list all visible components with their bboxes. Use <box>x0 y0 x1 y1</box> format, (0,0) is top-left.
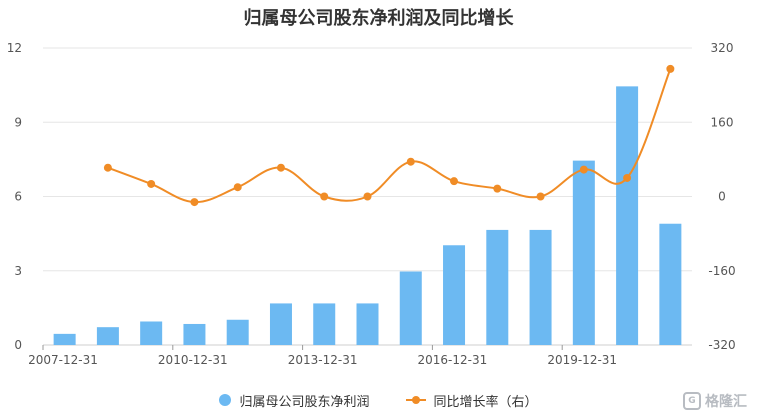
legend-bar-label: 归属母公司股东净利润 <box>239 394 370 410</box>
bar <box>443 245 466 345</box>
y-right-tick-label: -320 <box>708 338 735 352</box>
x-tick-label: 2013-12-31 <box>288 353 358 367</box>
growth-point <box>320 192 329 201</box>
growth-point <box>363 192 372 201</box>
bar <box>140 321 163 345</box>
growth-point <box>623 173 632 182</box>
growth-point <box>450 177 459 186</box>
line-series <box>103 64 675 207</box>
growth-point <box>493 184 502 193</box>
legend-line-label: 同比增长率（右） <box>433 394 538 410</box>
y-right-tick-label: 0 <box>718 190 726 204</box>
y-right-tick-label: -160 <box>708 264 735 278</box>
watermark-text: 格隆汇 <box>705 394 747 410</box>
growth-point <box>103 163 112 172</box>
growth-point <box>406 157 415 166</box>
bar <box>659 223 682 345</box>
y-left-tick-label: 12 <box>7 41 22 55</box>
growth-point <box>190 198 199 207</box>
y-right-tick-label: 320 <box>711 41 734 55</box>
growth-point <box>276 163 285 172</box>
bar <box>529 229 552 345</box>
growth-point <box>147 179 156 188</box>
axes: 0 3 6 9 12 -320 -160 0 160 320 2007-12-31 2010-12-3… <box>7 41 736 367</box>
y-left-tick-label: 0 <box>14 338 22 352</box>
bar <box>572 160 595 345</box>
legend-item-line[interactable]: 同比增长率（右） <box>405 389 538 411</box>
growth-point <box>233 183 242 192</box>
x-tick-label: 2019-12-31 <box>547 353 617 367</box>
bar-series <box>53 86 682 346</box>
y-left-tick-label: 6 <box>14 190 22 204</box>
bar <box>486 229 509 345</box>
x-tick-label: 2016-12-31 <box>418 353 488 367</box>
watermark-logo-icon: G <box>683 392 701 410</box>
legend-item-bar[interactable]: 归属母公司股东净利润 <box>219 389 370 411</box>
chart-title: 归属母公司股东净利润及同比增长 <box>243 8 514 29</box>
legend: 归属母公司股东净利润 同比增长率（右） <box>0 389 757 411</box>
bar <box>399 271 422 345</box>
bar <box>96 327 119 345</box>
bar <box>183 323 206 345</box>
growth-point <box>536 192 545 201</box>
bar <box>226 319 249 345</box>
x-tick-label: 2007-12-31 <box>28 353 98 367</box>
legend-bar-swatch-icon <box>219 394 232 406</box>
growth-point <box>666 64 675 73</box>
bar <box>269 303 292 345</box>
y-left-tick-label: 3 <box>14 264 22 278</box>
bar <box>356 303 379 345</box>
bar <box>616 86 639 346</box>
growth-point <box>579 165 588 174</box>
watermark: G 格隆汇 <box>683 391 747 411</box>
x-tick-label: 2010-12-31 <box>158 353 228 367</box>
bar <box>53 333 76 345</box>
y-right-tick-label: 160 <box>711 115 734 129</box>
y-left-tick-label: 9 <box>14 115 22 129</box>
bar <box>313 303 336 345</box>
legend-line-swatch-icon <box>405 394 426 406</box>
